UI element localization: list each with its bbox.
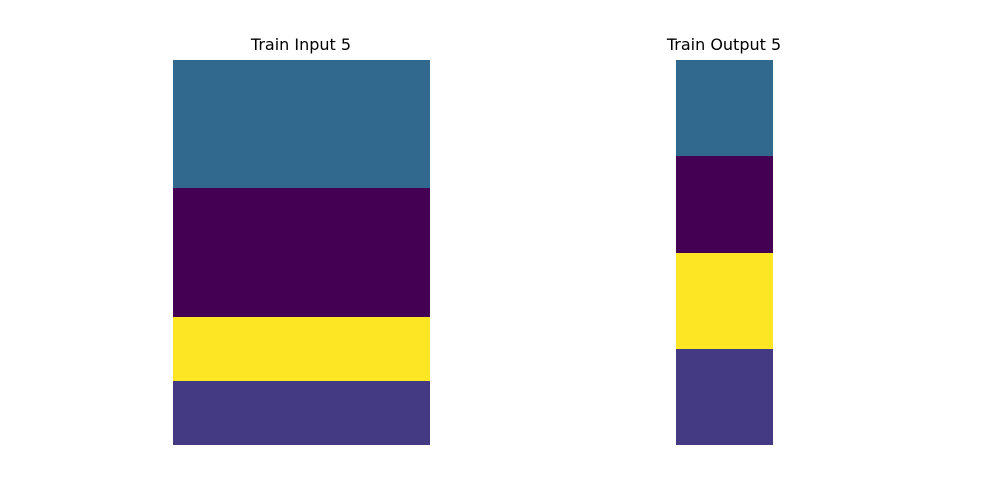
grid-cell — [173, 60, 238, 125]
grid-cell — [237, 316, 302, 381]
grid-row — [173, 252, 430, 317]
grid-row — [173, 380, 430, 446]
grid-cell — [237, 124, 302, 189]
train-output-title: Train Output 5 — [666, 35, 782, 54]
grid-row — [676, 156, 773, 253]
grid-row — [676, 252, 773, 349]
grid-cell — [365, 316, 430, 381]
grid-cell — [301, 316, 366, 381]
grid-cell — [365, 380, 430, 446]
grid-cell — [365, 188, 430, 253]
grid-cell — [173, 316, 238, 381]
train-input-grid — [173, 60, 430, 446]
grid-cell — [301, 380, 366, 446]
train-output-grid — [676, 60, 773, 445]
grid-cell — [173, 252, 238, 317]
grid-cell — [237, 252, 302, 317]
grid-cell — [301, 188, 366, 253]
grid-cell — [301, 124, 366, 189]
grid-cell — [301, 60, 366, 125]
grid-row — [173, 60, 430, 125]
grid-row — [173, 188, 430, 253]
grid-cell — [237, 60, 302, 125]
grid-cell — [365, 252, 430, 317]
train-input-title: Train Input 5 — [250, 35, 352, 54]
grid-cell — [676, 348, 773, 445]
grid-row — [173, 124, 430, 189]
grid-cell — [173, 188, 238, 253]
grid-cell — [173, 380, 238, 446]
grid-cell — [237, 188, 302, 253]
grid-cell — [301, 252, 366, 317]
grid-row — [676, 348, 773, 445]
grid-cell — [173, 124, 238, 189]
grid-row — [173, 316, 430, 381]
grid-cell — [676, 156, 773, 253]
grid-row — [676, 60, 773, 157]
grid-cell — [237, 380, 302, 446]
grid-cell — [676, 252, 773, 349]
grid-cell — [676, 60, 773, 157]
grid-cell — [365, 60, 430, 125]
grid-cell — [365, 124, 430, 189]
